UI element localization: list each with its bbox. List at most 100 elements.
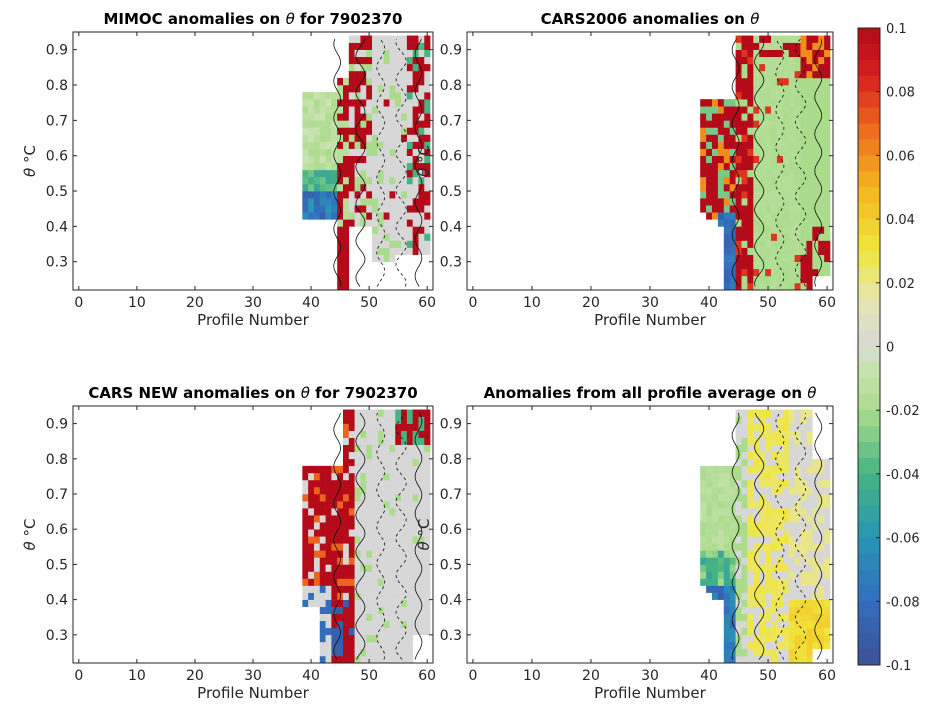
heatmap-cell	[735, 571, 742, 579]
heatmap-cell	[741, 550, 748, 558]
heatmap-cell	[729, 529, 736, 537]
heatmap-cell	[302, 162, 309, 171]
heatmap-cell	[753, 416, 760, 424]
heatmap-cell	[406, 247, 413, 255]
heatmap-cell	[360, 35, 367, 43]
heatmap-cell	[818, 247, 825, 255]
heatmap-cell	[788, 508, 795, 516]
heatmap-cell	[418, 479, 425, 488]
heatmap-cell	[759, 42, 766, 50]
heatmap-cell	[343, 655, 350, 664]
heatmap-cell	[319, 479, 326, 488]
heatmap-cell	[700, 205, 707, 213]
heatmap-cell	[806, 92, 813, 100]
heatmap-cell	[412, 169, 419, 178]
heatmap-cell	[717, 106, 725, 114]
heatmap-cell	[354, 148, 361, 156]
heatmap-cell	[776, 205, 784, 213]
heatmap-cell	[424, 106, 431, 114]
heatmap-cell	[765, 70, 772, 79]
heatmap-cell	[806, 613, 813, 622]
heatmap-cell	[723, 120, 730, 128]
heatmap-cell	[313, 557, 321, 565]
heatmap-cell	[354, 571, 361, 579]
heatmap-cell	[389, 585, 396, 593]
colorbar-segment	[858, 426, 880, 443]
chart-title-suffix: for 7902370	[310, 384, 418, 402]
heatmap-cell	[711, 536, 719, 544]
heatmap-cell	[424, 585, 431, 593]
heatmap-cell	[776, 99, 784, 107]
heatmap-cell	[325, 162, 332, 171]
heatmap-cell	[747, 430, 754, 438]
y-tick-label: 0.4	[46, 219, 68, 235]
colorbar-tick-label: -0.08	[886, 595, 920, 610]
heatmap-cell	[747, 437, 754, 446]
heatmap-cell	[401, 486, 408, 495]
heatmap-cell	[729, 479, 736, 488]
heatmap-cell	[747, 85, 754, 93]
heatmap-cell	[354, 613, 361, 622]
heatmap-cell	[717, 212, 725, 220]
heatmap-cell	[812, 536, 819, 544]
heatmap-cell	[308, 550, 315, 558]
heatmap-cell	[406, 557, 413, 565]
heatmap-cell	[765, 458, 772, 467]
heatmap-cell	[302, 571, 309, 579]
heatmap-cell	[412, 613, 419, 622]
heatmap-cell	[308, 176, 315, 185]
chart-title-symbol: θ	[286, 10, 295, 28]
heatmap-cell	[759, 56, 766, 65]
heatmap-cell	[735, 127, 742, 135]
heatmap-cell	[741, 92, 748, 100]
x-tick-label: 30	[641, 668, 659, 684]
heatmap-cell	[741, 423, 748, 431]
heatmap-cell	[806, 198, 813, 206]
heatmap-cell	[824, 508, 831, 516]
heatmap-cell	[806, 486, 813, 495]
heatmap-cell	[377, 451, 384, 460]
heatmap-cell	[735, 494, 742, 502]
heatmap-cell	[741, 634, 748, 643]
heatmap-cell	[800, 437, 807, 446]
heatmap-cell	[806, 63, 813, 72]
heatmap-cell	[800, 134, 807, 142]
heatmap-cell	[331, 522, 338, 530]
heatmap-cell	[800, 99, 807, 107]
heatmap-cell	[366, 557, 373, 565]
heatmap-cell	[383, 254, 390, 263]
heatmap-cell	[806, 592, 813, 600]
heatmap-cell	[776, 77, 784, 86]
heatmap-cell	[800, 233, 807, 241]
heatmap-cell	[383, 233, 390, 241]
heatmap-cell	[741, 451, 748, 460]
heatmap-cell	[401, 620, 408, 629]
heatmap-cell	[747, 571, 754, 579]
heatmap-cell	[343, 648, 350, 657]
heatmap-cell	[308, 127, 315, 135]
heatmap-cell	[401, 430, 408, 438]
heatmap-cell	[824, 472, 831, 481]
heatmap-cell	[735, 627, 742, 636]
heatmap-cell	[747, 233, 754, 241]
heatmap-cell	[395, 486, 402, 495]
heatmap-cell	[348, 416, 355, 424]
heatmap-cell	[776, 275, 784, 284]
heatmap-cell	[776, 56, 784, 65]
heatmap-cell	[723, 494, 730, 502]
heatmap-cell	[418, 592, 425, 600]
heatmap-cell	[741, 515, 748, 523]
colorbar-segment	[858, 457, 880, 475]
heatmap-cell	[776, 233, 784, 241]
heatmap-cell	[776, 127, 784, 135]
heatmap-cell	[395, 515, 402, 523]
heatmap-cell	[717, 557, 725, 565]
heatmap-cell	[313, 198, 321, 206]
heatmap-cell	[348, 437, 355, 446]
heatmap-cell	[319, 515, 326, 523]
heatmap-cell	[753, 92, 760, 100]
heatmap-cell	[729, 592, 736, 600]
heatmap-cell	[406, 613, 413, 622]
heatmap-cell	[717, 120, 725, 128]
heatmap-cell	[800, 268, 807, 277]
